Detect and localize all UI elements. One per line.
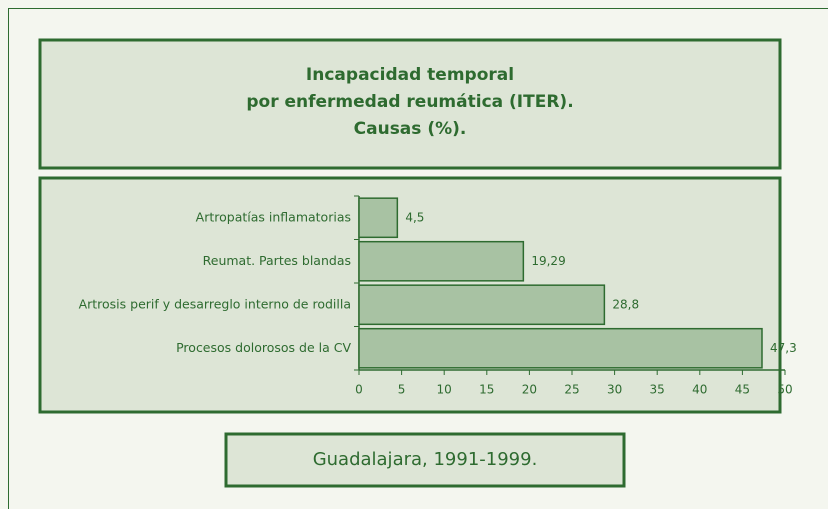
x-tick-label: 35 xyxy=(650,383,665,397)
bar xyxy=(358,240,525,282)
x-tick-label: 40 xyxy=(692,383,707,397)
bar xyxy=(358,284,606,326)
value-label: 4,5 xyxy=(405,210,424,224)
x-tick-label: 0 xyxy=(355,383,363,397)
footer-box xyxy=(224,432,626,488)
bar xyxy=(358,327,763,369)
y-tick-label: Reumat. Partes blandas xyxy=(203,253,351,268)
chart-title: por enfermedad reumática (ITER). xyxy=(246,92,573,112)
value-label: 47,3 xyxy=(770,341,797,355)
y-tick-label: Artropatías inflamatorias xyxy=(196,209,351,224)
x-tick-label: 25 xyxy=(564,383,579,397)
x-tick-label: 15 xyxy=(479,383,494,397)
bar xyxy=(358,197,399,239)
x-tick-label: 20 xyxy=(522,383,537,397)
title-box xyxy=(38,38,782,170)
chart-title: Causas (%). xyxy=(354,119,467,139)
footer: Guadalajara, 1991-1999. xyxy=(313,449,538,470)
x-tick-label: 5 xyxy=(398,383,406,397)
x-tick-label: 10 xyxy=(437,383,452,397)
value-label: 19,29 xyxy=(531,254,565,268)
x-tick-label: 45 xyxy=(735,383,750,397)
page-border xyxy=(8,8,828,509)
value-label: 28,8 xyxy=(612,297,639,311)
chart-title: Incapacidad temporal xyxy=(306,65,514,85)
y-tick-label: Procesos dolorosos de la CV xyxy=(176,340,351,355)
x-tick-label: 30 xyxy=(607,383,622,397)
y-tick-label: Artrosis perif y desarreglo interno de r… xyxy=(79,296,351,311)
x-tick-label: 50 xyxy=(777,383,792,397)
